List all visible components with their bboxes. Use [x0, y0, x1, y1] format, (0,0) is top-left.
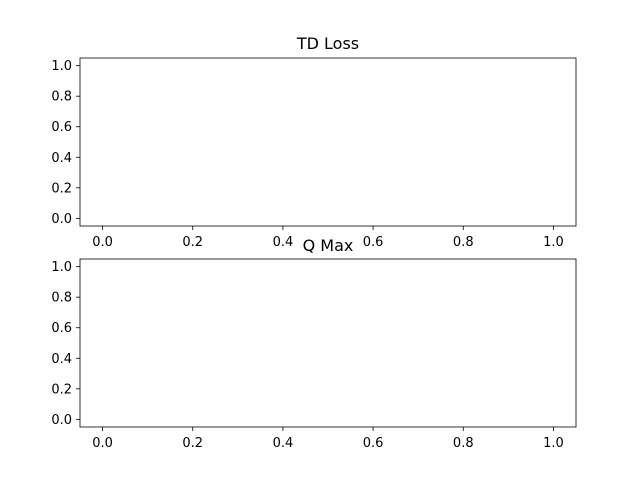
td-loss-x-tick-label: 0.4: [273, 235, 294, 250]
q-max-y-tick-label: 0.4: [51, 352, 72, 367]
td-loss-x-tick-label: 0.8: [453, 235, 474, 250]
q-max-title: Q Max: [303, 236, 354, 255]
td-loss-axes-frame: [79, 57, 577, 227]
q-max-y-ticks: 0.0 0.2 0.4 0.6 0.8 1.0: [51, 260, 80, 428]
q-max-x-tick-label: 0.0: [92, 436, 113, 451]
q-max-x-tick-label: 0.2: [182, 436, 203, 451]
q-max-y-tick-label: 0.2: [51, 382, 72, 397]
q-max-x-tick-label: 1.0: [543, 436, 564, 451]
td-loss-y-tick-label: 1.0: [51, 59, 72, 74]
td-loss-x-tick-label: 0.0: [92, 235, 113, 250]
td-loss-y-tick-label: 0.0: [51, 212, 72, 227]
q-max-x-ticks: 0.0 0.2 0.4 0.6 0.8 1.0: [92, 427, 564, 451]
td-loss-y-tick-label: 0.4: [51, 151, 72, 166]
q-max-x-tick-label: 0.6: [363, 436, 384, 451]
td-loss-y-tick-label: 0.6: [51, 120, 72, 135]
q-max-x-tick-label: 0.8: [453, 436, 474, 451]
td-loss-y-ticks: 0.0 0.2 0.4 0.6 0.8 1.0: [51, 59, 80, 227]
td-loss-subplot: TD Loss 0.0 0.2 0.4 0.6 0.8 1.0 0.00.20.40.60…: [51, 34, 577, 250]
td-loss-title: TD Loss: [296, 34, 359, 53]
td-loss-y-tick-label: 0.2: [51, 181, 72, 196]
q-max-y-tick-label: 0.8: [51, 291, 72, 306]
td-loss-x-tick-label: 0.2: [182, 235, 203, 250]
q-max-subplot: 0.0 0.2 0.4 0.6 0.8 1.0 0.0 0.2 0.4 0.6 0.8 1.0 Q …: [51, 236, 577, 451]
q-max-y-tick-label: 1.0: [51, 260, 72, 275]
q-max-y-tick-label: 0.6: [51, 321, 72, 336]
q-max-axes-frame: [79, 258, 577, 428]
q-max-x-tick-label: 0.4: [273, 436, 294, 451]
td-loss-y-tick-label: 0.8: [51, 90, 72, 105]
td-loss-x-tick-label: 1.0: [543, 235, 564, 250]
td-loss-x-tick-label: 0.6: [363, 235, 384, 250]
q-max-y-tick-label: 0.0: [51, 413, 72, 428]
td-loss-x-ticks: 0.0 0.2 0.4 0.6 0.8 1.0: [92, 226, 564, 250]
